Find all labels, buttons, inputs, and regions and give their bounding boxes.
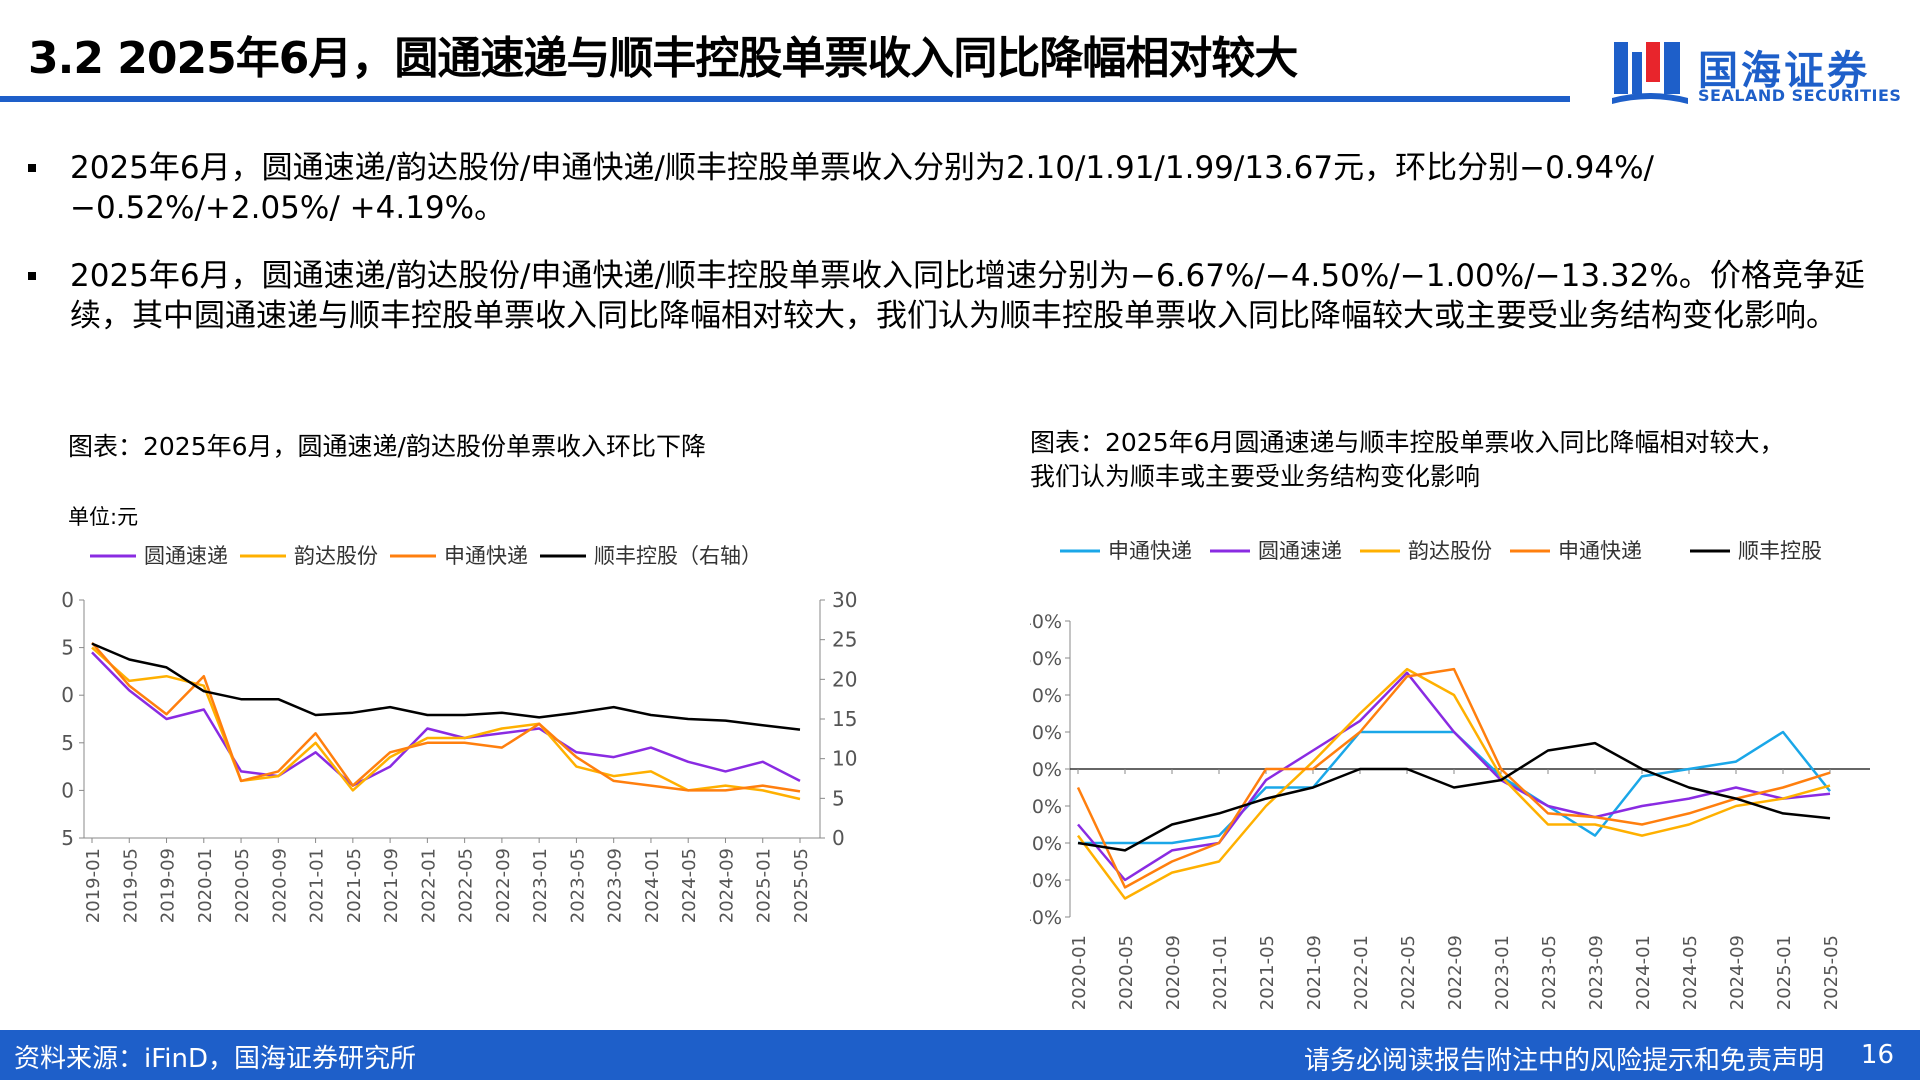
x-tick-label: 2020-09 bbox=[269, 848, 290, 923]
x-tick-label: 2022-05 bbox=[1398, 935, 1419, 1010]
y-tick-label: -10% bbox=[1030, 796, 1062, 818]
brand-logo: 国海证券 SEALAND SECURITIES bbox=[1610, 36, 1902, 108]
x-tick-label: 2022-01 bbox=[418, 848, 439, 923]
x-tick-label: 2022-09 bbox=[493, 848, 514, 923]
series-line bbox=[1076, 667, 1831, 889]
y2-tick-label: 10 bbox=[832, 747, 857, 771]
series-line bbox=[1077, 671, 1831, 882]
x-tick-label: 2019-05 bbox=[120, 848, 141, 923]
x-tick-label: 2021-05 bbox=[1257, 935, 1278, 1010]
x-tick-label: 2024-09 bbox=[1727, 935, 1748, 1010]
x-tick-label: 2022-01 bbox=[1351, 935, 1372, 1010]
x-tick-label: 2024-01 bbox=[642, 848, 663, 923]
y-tick-label: -20% bbox=[1030, 833, 1062, 855]
legend-label: 圆通速递 bbox=[1258, 539, 1342, 563]
right-line-chart: 申通快递 圆通速递 韵达股份 申通快递 顺丰控股 -40% -30% -20% -10% 0% 10… bbox=[1030, 539, 1870, 1010]
x-tick-label: 2024-09 bbox=[716, 848, 737, 923]
page-title: 3.2 2025年6月，圆通速递与顺丰控股单票收入同比降幅相对较大 bbox=[28, 33, 1298, 84]
x-tick-label: 2024-05 bbox=[679, 848, 700, 923]
y-tick-label: 3.5 bbox=[60, 636, 74, 660]
bullet-marker bbox=[28, 164, 36, 172]
y-tick-label: 30% bbox=[1030, 648, 1062, 670]
x-tick-label: 2022-05 bbox=[456, 848, 477, 923]
x-tick-label: 2025-05 bbox=[791, 848, 812, 923]
right-figure-title-line1: 图表：2025年6月圆通速递与顺丰控股单票收入同比降幅相对较大， bbox=[1030, 428, 1785, 457]
y2-tick-label: 5 bbox=[832, 786, 845, 810]
series-line bbox=[91, 646, 801, 801]
x-tick-label: 2024-01 bbox=[1633, 935, 1654, 1010]
bullet-text: 2025年6月，圆通速递/韵达股份/申通快递/顺丰控股单票收入分别为2.10/1… bbox=[70, 150, 1654, 226]
x-tick-label: 2020-09 bbox=[1163, 935, 1184, 1010]
legend-label: 申通快递 bbox=[444, 544, 528, 568]
y2-tick-label: 20 bbox=[832, 667, 857, 691]
footer-bar: 资料来源：iFinD，国海证券研究所 请务必阅读报告附注中的风险提示和免责声明 … bbox=[0, 1030, 1920, 1080]
footer-disclaimer[interactable]: 请务必阅读报告附注中的风险提示和免责声明 bbox=[1303, 1046, 1824, 1076]
series-line bbox=[91, 642, 801, 731]
x-tick-label: 2023-05 bbox=[567, 848, 588, 923]
x-tick-label: 2021-01 bbox=[1210, 935, 1231, 1010]
x-tick-label: 2023-09 bbox=[1586, 935, 1607, 1010]
right-figure-title-line2: 我们认为顺丰或主要受业务结构变化影响 bbox=[1030, 462, 1481, 491]
series-line bbox=[91, 651, 801, 787]
x-tick-label: 2019-01 bbox=[83, 848, 104, 923]
x-tick-label: 2022-09 bbox=[1445, 935, 1466, 1010]
y-tick-label: 0% bbox=[1032, 759, 1062, 781]
series-line bbox=[1076, 667, 1831, 900]
left-figure-title: 图表：2025年6月，圆通速递/韵达股份单票收入环比下降 bbox=[68, 432, 706, 461]
x-tick-label: 2025-01 bbox=[1774, 935, 1795, 1010]
x-tick-label: 2025-05 bbox=[1821, 935, 1842, 1010]
x-tick-label: 2021-09 bbox=[1304, 935, 1325, 1010]
x-tick-label: 2023-09 bbox=[605, 848, 626, 923]
x-tick-label: 2020-05 bbox=[232, 848, 253, 923]
legend-label: 韵达股份 bbox=[294, 544, 378, 568]
bullet-marker bbox=[28, 272, 36, 280]
bullet-text: 2025年6月，圆通速递/韵达股份/申通快递/顺丰控股单票收入同比增速分别为−6… bbox=[70, 258, 1865, 334]
x-tick-label: 2020-01 bbox=[1069, 935, 1090, 1010]
y-tick-label: 2.5 bbox=[60, 731, 74, 755]
y-tick-label: 40% bbox=[1030, 611, 1062, 633]
bullet-list: 2025年6月，圆通速递/韵达股份/申通快递/顺丰控股单票收入分别为2.10/1… bbox=[28, 148, 1888, 364]
x-tick-label: 2023-05 bbox=[1539, 935, 1560, 1010]
chart-unit-label: 单位:元 bbox=[68, 505, 138, 529]
footer-source: 资料来源：iFinD，国海证券研究所 bbox=[14, 1044, 417, 1074]
y-tick-label: 2.0 bbox=[60, 778, 74, 802]
x-tick-label: 2025-01 bbox=[754, 848, 775, 923]
logo-english-name: SEALAND SECURITIES bbox=[1698, 86, 1902, 105]
bullet-item: 2025年6月，圆通速递/韵达股份/申通快递/顺丰控股单票收入同比增速分别为−6… bbox=[28, 256, 1888, 336]
logo-chinese-name: 国海证券 bbox=[1698, 48, 1870, 94]
sealand-logo-icon bbox=[1612, 42, 1688, 104]
y-tick-label: 4.0 bbox=[60, 588, 74, 612]
x-tick-label: 2023-01 bbox=[1492, 935, 1513, 1010]
legend-label: 圆通速递 bbox=[144, 544, 228, 568]
y-tick-label: 20% bbox=[1030, 685, 1062, 707]
legend-label: 申通快递 bbox=[1558, 539, 1642, 563]
x-tick-label: 2024-05 bbox=[1680, 935, 1701, 1010]
series-line bbox=[1077, 741, 1831, 852]
x-tick-label: 2020-01 bbox=[195, 848, 216, 923]
y-tick-label: 3.0 bbox=[60, 683, 74, 707]
legend-label: 申通快递 bbox=[1108, 539, 1192, 563]
x-tick-label: 2023-01 bbox=[530, 848, 551, 923]
title-rule bbox=[0, 96, 1570, 102]
y2-tick-label: 25 bbox=[832, 628, 857, 652]
legend-label: 韵达股份 bbox=[1408, 539, 1492, 563]
page-number: 16 bbox=[1860, 1040, 1894, 1070]
y-tick-label: 1.5 bbox=[60, 826, 74, 850]
x-tick-label: 2021-05 bbox=[344, 848, 365, 923]
x-tick-label: 2021-01 bbox=[307, 848, 328, 923]
x-tick-label: 2020-05 bbox=[1116, 935, 1137, 1010]
x-tick-label: 2019-09 bbox=[158, 848, 179, 923]
series-line bbox=[91, 641, 801, 793]
legend-label: 顺丰控股（右轴） bbox=[594, 544, 762, 568]
y-tick-label: -40% bbox=[1030, 907, 1062, 929]
y2-tick-label: 0 bbox=[832, 826, 845, 850]
bullet-item: 2025年6月，圆通速递/韵达股份/申通快递/顺丰控股单票收入分别为2.10/1… bbox=[28, 148, 1888, 228]
y-tick-label: -30% bbox=[1030, 870, 1062, 892]
y-tick-label: 10% bbox=[1030, 722, 1062, 744]
legend-label: 顺丰控股 bbox=[1738, 539, 1822, 563]
x-tick-label: 2021-09 bbox=[381, 848, 402, 923]
y2-tick-label: 15 bbox=[832, 707, 857, 731]
y2-tick-label: 30 bbox=[832, 588, 857, 612]
